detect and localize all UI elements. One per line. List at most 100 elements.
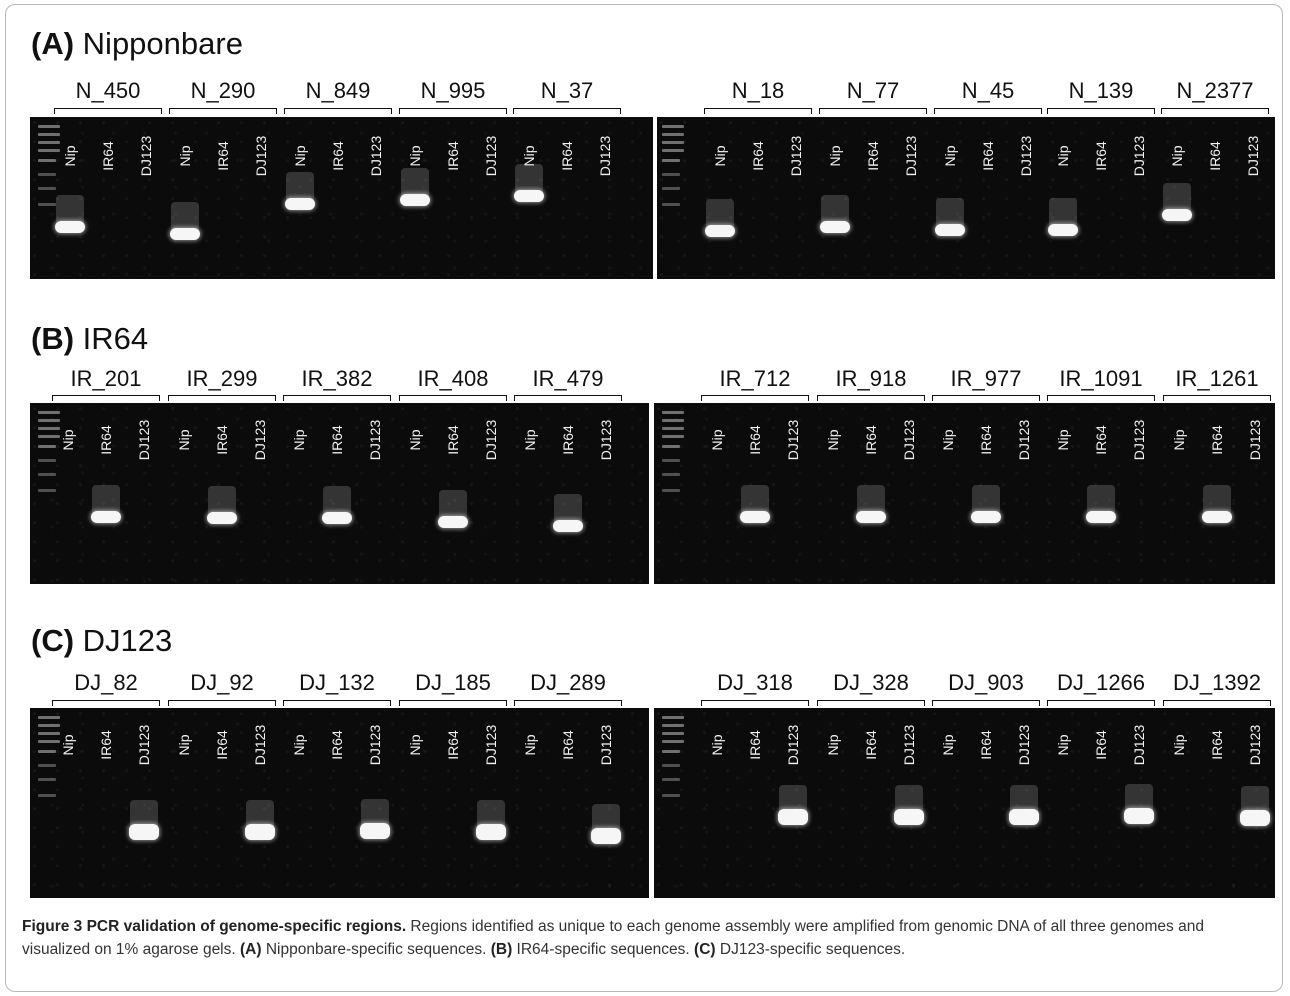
band-smear [821,195,849,225]
band-smear [515,164,543,194]
group-bracket [168,395,276,401]
ladder-band [38,203,56,206]
lane-label: DJ123 [598,724,614,766]
pcr-band [170,228,200,240]
group-label: DJ_289 [530,670,606,695]
band-smear [741,485,769,515]
group-label: N_995 [420,78,486,103]
group-label: IR_1261 [1175,366,1259,391]
ladder-band [38,411,60,414]
group-label: IR_299 [186,366,258,391]
group-label: IR_1091 [1059,366,1143,391]
lane-label: IR64 [329,730,345,760]
ladder-band [38,419,60,422]
ladder-band [662,435,684,438]
lane-label: Nip [407,429,423,451]
figure-caption: Figure 3 PCR validation of genome-specif… [22,915,1272,961]
lane-label: DJ123 [598,419,614,461]
panel-title: (B) IR64 [31,323,148,354]
pcr-band [91,511,121,523]
ladder-band [38,764,56,767]
group-label: N_139 [1068,78,1134,103]
group-label: DJ_92 [190,670,254,695]
pcr-band [820,221,850,233]
pcr-band [1124,808,1154,824]
group-bracket [514,700,622,706]
pcr-band [129,824,159,840]
lane-label: Nip [522,734,538,756]
group-label: DJ_328 [833,670,909,695]
group-bracket [704,108,812,114]
ladder-band [662,125,684,128]
group-label: IR_382 [301,366,373,391]
lane-label: Nip [709,429,725,451]
ladder-band [38,173,56,176]
group-bracket [932,700,1040,706]
lane-label: Nip [522,429,538,451]
lane-label: DJ123 [1247,724,1263,766]
panel-tag: (A) [31,26,75,61]
band-smear [286,172,314,202]
lane-label: DJ123 [483,724,499,766]
lane-label: IR64 [1209,730,1225,760]
lane-label: DJ123 [785,724,801,766]
group-label: N_290 [190,78,256,103]
pcr-band [705,225,735,237]
pcr-band [400,194,430,206]
group-bracket [168,700,276,706]
band-smear [936,198,964,228]
lane-label: Nip [1171,734,1187,756]
ladder-band [662,473,680,476]
pcr-band [1009,809,1039,825]
lane-label: Nip [940,734,956,756]
group-bracket [52,395,160,401]
pcr-band [935,224,965,236]
group-label: N_450 [75,78,141,103]
lane-label: DJ123 [252,419,268,461]
ladder-band [662,732,684,735]
lane-label: DJ123 [1247,419,1263,461]
lane-label: Nip [1171,429,1187,451]
caption-title: Figure 3 PCR validation of genome-specif… [22,918,407,935]
group-label: IR_918 [835,366,907,391]
lane-label: DJ123 [1131,724,1147,766]
group-label: DJ_1266 [1056,670,1146,695]
ladder-band [662,411,684,414]
lane-label: Nip [176,429,192,451]
group-bracket [1047,395,1155,401]
group-bracket [1047,108,1155,114]
lane-label: IR64 [1093,730,1109,760]
ladder-band [662,187,680,190]
pcr-band [894,809,924,825]
caption-text-c: DJ123-specific sequences. [715,941,906,958]
band-smear [554,494,582,524]
lane-label: IR64 [978,730,994,760]
lane-label: IR64 [863,730,879,760]
ladder-band [38,724,60,727]
pcr-band [207,512,237,524]
caption-tag-c: (C) [694,941,716,958]
lane-label: IR64 [98,730,114,760]
pcr-band [1240,810,1270,826]
lane-label: Nip [709,734,725,756]
lane-label: IR64 [445,730,461,760]
lane-label: IR64 [214,730,230,760]
lane-label: Nip [1055,734,1071,756]
group-label: IR_712 [719,366,791,391]
caption-tag-a: (A) [240,941,262,958]
ladder-band [662,203,680,206]
group-bracket [1163,395,1271,401]
lane-label: DJ123 [1016,724,1032,766]
ladder-band [38,435,60,438]
ladder-band [38,141,60,144]
gel-image-right [657,117,1275,279]
band-smear [1203,485,1231,515]
ladder-band [38,159,56,162]
ladder-band [38,149,60,152]
group-bracket [513,108,621,114]
lane-label: IR64 [329,425,345,455]
lane-label: DJ123 [901,419,917,461]
group-label: N_2377 [1176,78,1254,103]
ladder-band [38,445,56,448]
panel-tag: (B) [31,321,75,356]
